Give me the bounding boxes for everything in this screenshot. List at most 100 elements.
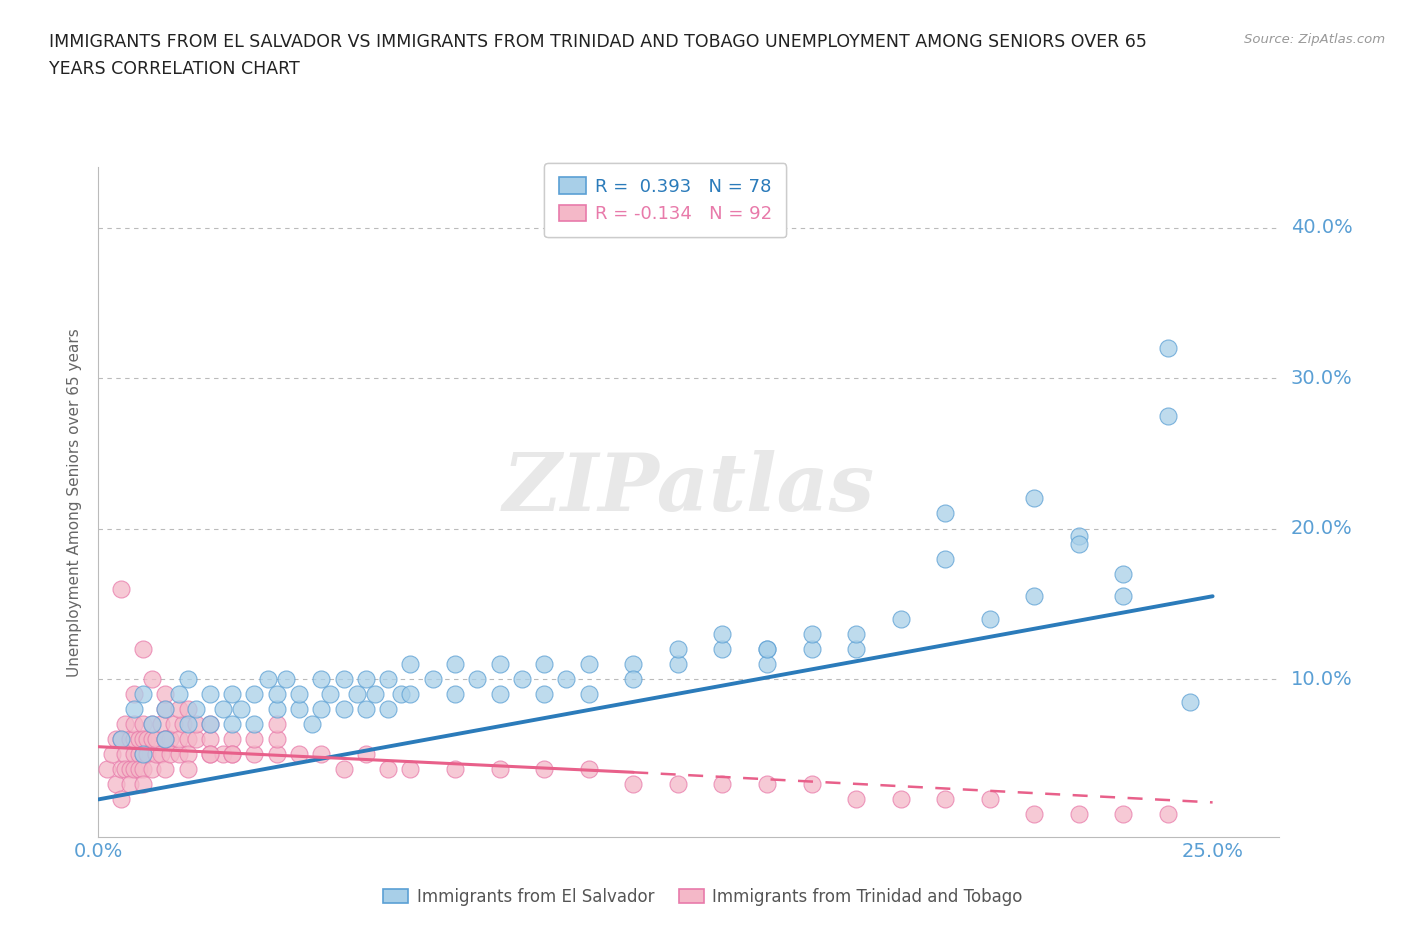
Point [1157, 408, 1180, 423]
Point [198, 686, 221, 701]
Point [198, 747, 221, 762]
Point [800, 777, 823, 791]
Point [621, 671, 644, 686]
Point [266, 732, 288, 747]
Text: ZIPatlas: ZIPatlas [503, 450, 875, 527]
Point [1067, 807, 1090, 822]
Point [391, 686, 413, 701]
Point [155, 732, 177, 747]
Point [319, 686, 342, 701]
Point [186, 732, 208, 747]
Point [274, 671, 297, 686]
Point [979, 792, 1001, 807]
Point [256, 671, 278, 686]
Point [176, 747, 198, 762]
Legend: R =  0.393   N = 78, R = -0.134   N = 92: R = 0.393 N = 78, R = -0.134 N = 92 [544, 163, 786, 237]
Point [1112, 807, 1135, 822]
Y-axis label: Unemployment Among Seniors over 65 years: Unemployment Among Seniors over 65 years [67, 328, 83, 677]
Point [510, 671, 533, 686]
Point [172, 717, 194, 732]
Text: 10.0%: 10.0% [1291, 670, 1353, 688]
Point [221, 686, 243, 701]
Point [110, 732, 132, 747]
Point [155, 701, 177, 716]
Point [221, 717, 243, 732]
Point [163, 717, 186, 732]
Point [399, 762, 422, 777]
Point [176, 717, 198, 732]
Point [176, 762, 198, 777]
Point [1112, 589, 1135, 604]
Point [155, 701, 177, 716]
Point [1157, 807, 1180, 822]
Point [141, 717, 163, 732]
Point [354, 701, 377, 716]
Point [122, 762, 145, 777]
Point [114, 717, 136, 732]
Point [136, 747, 159, 762]
Point [934, 792, 956, 807]
Point [377, 701, 399, 716]
Point [198, 732, 221, 747]
Point [979, 611, 1001, 626]
Point [845, 627, 868, 642]
Point [1180, 694, 1202, 709]
Point [186, 717, 208, 732]
Point [221, 732, 243, 747]
Point [309, 701, 332, 716]
Point [666, 777, 689, 791]
Point [332, 762, 354, 777]
Point [243, 717, 266, 732]
Point [101, 747, 124, 762]
Point [444, 686, 467, 701]
Point [145, 747, 167, 762]
Point [755, 642, 778, 657]
Point [555, 671, 578, 686]
Point [132, 717, 155, 732]
Point [533, 657, 555, 671]
Point [159, 732, 181, 747]
Point [309, 671, 332, 686]
Point [266, 686, 288, 701]
Point [578, 657, 600, 671]
Point [488, 657, 510, 671]
Point [198, 717, 221, 732]
Text: 30.0%: 30.0% [1291, 368, 1353, 388]
Point [488, 686, 510, 701]
Point [118, 732, 141, 747]
Point [1024, 807, 1046, 822]
Point [186, 701, 208, 716]
Point [934, 551, 956, 566]
Point [800, 627, 823, 642]
Point [422, 671, 444, 686]
Point [243, 732, 266, 747]
Point [1024, 589, 1046, 604]
Point [332, 701, 354, 716]
Point [155, 732, 177, 747]
Point [96, 762, 118, 777]
Point [136, 732, 159, 747]
Point [128, 762, 150, 777]
Point [141, 732, 163, 747]
Point [444, 762, 467, 777]
Point [288, 686, 311, 701]
Point [578, 762, 600, 777]
Point [167, 732, 190, 747]
Point [221, 747, 243, 762]
Text: 40.0%: 40.0% [1291, 219, 1353, 237]
Point [711, 642, 734, 657]
Point [845, 642, 868, 657]
Point [755, 657, 778, 671]
Point [800, 642, 823, 657]
Point [141, 717, 163, 732]
Point [118, 777, 141, 791]
Point [176, 671, 198, 686]
Point [621, 657, 644, 671]
Point [132, 686, 155, 701]
Point [488, 762, 510, 777]
Point [110, 762, 132, 777]
Point [288, 701, 311, 716]
Point [890, 611, 912, 626]
Point [533, 686, 555, 701]
Point [159, 747, 181, 762]
